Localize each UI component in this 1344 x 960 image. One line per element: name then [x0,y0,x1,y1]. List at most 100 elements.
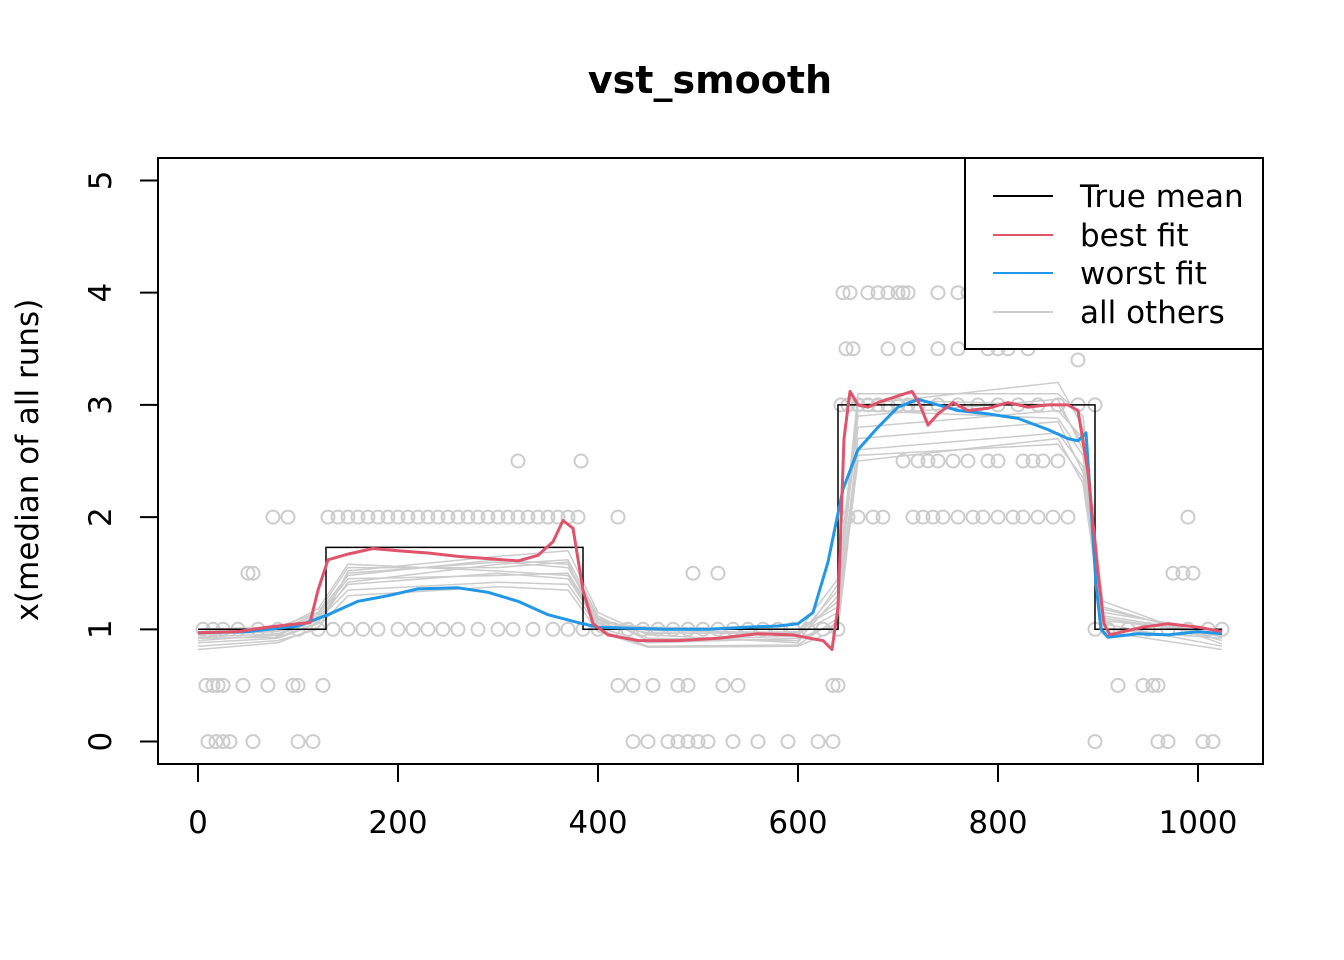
observation-point [500,509,516,525]
observation-point [960,453,976,469]
observation-point [435,621,451,637]
observation-point [900,285,916,301]
legend-label-worst-fit: worst fit [1080,256,1207,292]
observation-point [915,509,931,525]
observation-point [835,285,851,301]
observation-point [1145,677,1161,693]
legend: True mean best fit worst fit all others [964,157,1264,350]
observation-point [330,509,346,525]
other-run-line-3 [197,381,1223,636]
observation-point [990,509,1006,525]
observation-point [965,509,981,525]
observation-point [265,509,281,525]
observation-point [1185,565,1201,581]
observation-point [910,453,926,469]
observation-point [1070,352,1086,368]
x-tick-label: 400 [568,805,627,841]
observation-point [930,341,946,357]
observation-point [950,509,966,525]
observation-point [895,453,911,469]
observation-point [380,509,396,525]
observation-point [285,677,301,693]
observation-point [838,341,854,357]
observation-point [860,285,876,301]
observation-point [660,734,676,750]
observation-point [1165,565,1181,581]
y-tick-label: 4 [83,283,119,303]
observation-point [925,509,941,525]
observation-point [930,285,946,301]
observation-point [215,677,231,693]
observation-point [260,677,276,693]
observation-point [890,285,906,301]
observation-point [1195,734,1211,750]
x-tick-label: 800 [968,805,1027,841]
observation-point [1205,734,1221,750]
observation-point [690,734,706,750]
observation-point [405,621,421,637]
observation-point [1150,677,1166,693]
observation-point [470,509,486,525]
observation-point [340,509,356,525]
observation-point [935,509,951,525]
observation-point [920,453,936,469]
observation-point [245,734,261,750]
observation-point [450,509,466,525]
observation-point [480,509,496,525]
observation-point [510,453,526,469]
observation-point [1160,734,1176,750]
observation-point [525,621,541,637]
legend-label-true-mean: True mean [1079,179,1244,215]
observation-point [625,677,641,693]
observation-point [490,509,506,525]
observation-point [975,509,991,525]
x-tick-label: 200 [368,805,427,841]
other-run-line-6 [197,409,1223,635]
observation-point [625,734,641,750]
observation-point [1175,565,1191,581]
observation-point [845,341,861,357]
observation-point [390,621,406,637]
observation-point [1015,509,1031,525]
observation-point [390,509,406,525]
observation-point [1180,509,1196,525]
observation-point [930,453,946,469]
fit-series [197,389,1223,651]
observation-point [830,677,846,693]
observation-point [875,509,891,525]
observation-point [205,677,221,693]
observation-point [1087,734,1103,750]
y-tick-label: 0 [83,732,119,752]
observation-point [573,453,589,469]
observation-point [640,734,656,750]
observation-point [560,621,576,637]
observation-point [510,509,526,525]
x-tick-label: 600 [768,805,827,841]
observation-point [540,509,556,525]
observation-point [570,509,586,525]
observation-point [505,621,521,637]
observation-point [850,509,866,525]
observation-point [825,677,841,693]
observation-point [700,734,716,750]
x-tick-label: 0 [188,805,208,841]
observation-point [865,509,881,525]
observation-point [530,509,546,525]
observation-point [680,734,696,750]
observation-point [430,509,446,525]
observation-point [550,509,566,525]
chart-title: vst_smooth [588,58,832,102]
observation-point [905,509,921,525]
observation-point [1050,453,1066,469]
observation-point [520,509,536,525]
observation-point [320,509,336,525]
observation-point [945,453,961,469]
observation-point [420,509,436,525]
observation-point [1005,509,1021,525]
observation-point [350,509,366,525]
observation-point [715,677,731,693]
observation-point [670,677,686,693]
observation-point [645,677,661,693]
observation-point [370,621,386,637]
observation-point [235,677,251,693]
